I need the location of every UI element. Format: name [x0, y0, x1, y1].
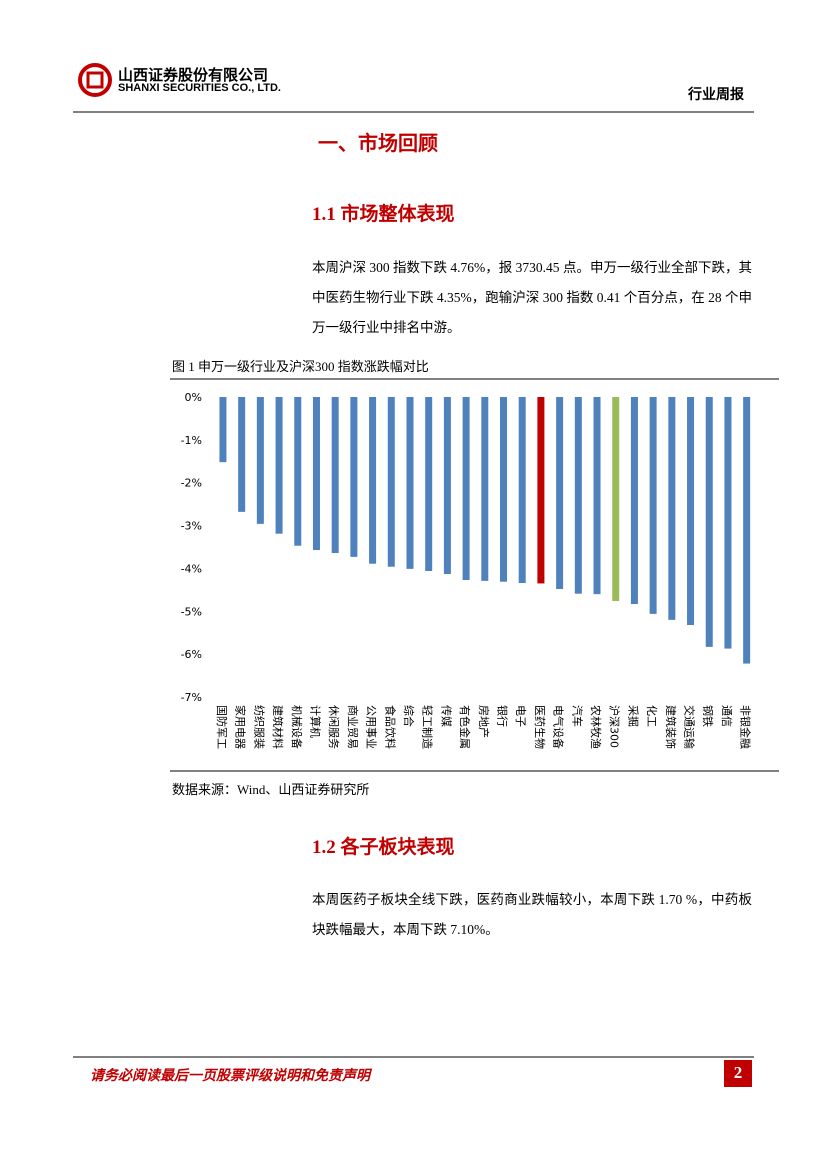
- bar: [649, 397, 657, 614]
- subsection-title: 1.2 各子板块表现: [312, 837, 455, 858]
- y-tick-label: -5%: [181, 605, 202, 618]
- x-tick-label: 钢铁: [701, 705, 714, 727]
- bar: [238, 397, 246, 512]
- y-tick-label: -1%: [181, 434, 202, 447]
- y-tick-label: -7%: [181, 691, 202, 704]
- x-tick-label: 纺织服装: [252, 705, 266, 749]
- x-tick-label: 采掘: [626, 705, 640, 727]
- x-tick-label: 电气设备: [552, 705, 566, 749]
- bar: [612, 397, 620, 601]
- paragraph: 本周沪深 300 指数下跌 4.76%，报 3730.45 点。申万一级行业全部…: [312, 260, 752, 335]
- bar: [574, 397, 582, 594]
- section-title: 一、市场回顾: [318, 133, 438, 155]
- x-tick-label: 机械设备: [290, 705, 304, 749]
- bar: [462, 397, 470, 580]
- bar: [724, 397, 732, 649]
- paragraph: 本周医药子板块全线下跌，医药商业跌幅较小，本周下跌 1.70 %，中药板块跌幅最…: [312, 892, 752, 937]
- y-tick-label: -4%: [181, 562, 202, 575]
- x-tick-label: 有色金属: [458, 705, 472, 749]
- bar: [593, 397, 601, 595]
- x-tick-label: 食品饮料: [383, 705, 397, 749]
- x-tick-label: 房地产: [477, 705, 491, 738]
- bar: [256, 397, 264, 524]
- page-number-box: [724, 1060, 752, 1087]
- x-tick-label: 轻工制造: [421, 705, 435, 749]
- x-tick-label: 沪深300: [608, 705, 622, 748]
- bar: [275, 397, 283, 534]
- x-tick-label: 农林牧渔: [589, 705, 603, 749]
- x-tick-label: 休闲服务: [327, 705, 341, 749]
- x-tick-label: 交通运输: [683, 705, 697, 749]
- bar: [500, 397, 508, 582]
- bar: [387, 397, 395, 567]
- y-tick-label: -2%: [181, 477, 202, 490]
- bar: [687, 397, 695, 625]
- x-tick-label: 通信: [720, 705, 733, 727]
- bar: [537, 397, 545, 584]
- subsection-title: 1.1 市场整体表现: [312, 204, 455, 225]
- x-tick-label: 建筑装饰: [664, 705, 678, 749]
- company-en: SHANXI SECURITIES CO., LTD.: [118, 82, 281, 94]
- bar: [630, 397, 638, 604]
- x-tick-label: 国防军工: [215, 705, 229, 749]
- bar: [406, 397, 414, 569]
- x-tick-label: 电子: [514, 705, 527, 727]
- x-tick-label: 传媒: [439, 705, 452, 727]
- bar: [443, 397, 451, 574]
- bar: [668, 397, 676, 620]
- company-cn: 山西证券股份有限公司: [118, 66, 269, 84]
- x-tick-label: 建筑材料: [271, 705, 285, 749]
- bar: [219, 397, 227, 463]
- figure-caption: 图 1 申万一级行业及沪深300 指数涨跌幅对比: [172, 359, 429, 374]
- x-tick-label: 化工: [645, 705, 659, 727]
- bar: [743, 397, 751, 664]
- bar: [481, 397, 489, 581]
- x-tick-label: 家用电器: [234, 705, 248, 749]
- x-tick-label: 非银金融: [739, 705, 753, 749]
- disclaimer: 请务必阅读最后一页股票评级说明和免责声明: [90, 1069, 370, 1084]
- report-type: 行业周报: [688, 88, 744, 103]
- x-tick-label: 汽车: [570, 705, 584, 727]
- figure-source: 数据来源：Wind、山西证券研究所: [172, 782, 370, 797]
- bar: [369, 397, 377, 564]
- y-tick-label: 0%: [185, 391, 202, 404]
- bar: [705, 397, 713, 647]
- logo: [78, 63, 112, 97]
- bar: [556, 397, 564, 589]
- bar: [518, 397, 526, 583]
- bar: [312, 397, 320, 550]
- logo-inner: [86, 71, 104, 89]
- x-tick-label: 银行: [496, 705, 510, 727]
- y-tick-label: -6%: [181, 648, 202, 661]
- bar: [350, 397, 358, 557]
- bar: [425, 397, 433, 571]
- x-tick-label: 综合: [402, 705, 416, 727]
- bar: [331, 397, 339, 553]
- bar: [294, 397, 302, 546]
- x-tick-label: 医药生物: [533, 705, 547, 749]
- page-number: 2: [733, 1063, 743, 1082]
- x-tick-label: 计算机: [308, 705, 322, 738]
- y-tick-label: -3%: [181, 520, 202, 533]
- x-tick-label: 商业贸易: [346, 705, 360, 749]
- x-tick-label: 公用事业: [365, 705, 378, 749]
